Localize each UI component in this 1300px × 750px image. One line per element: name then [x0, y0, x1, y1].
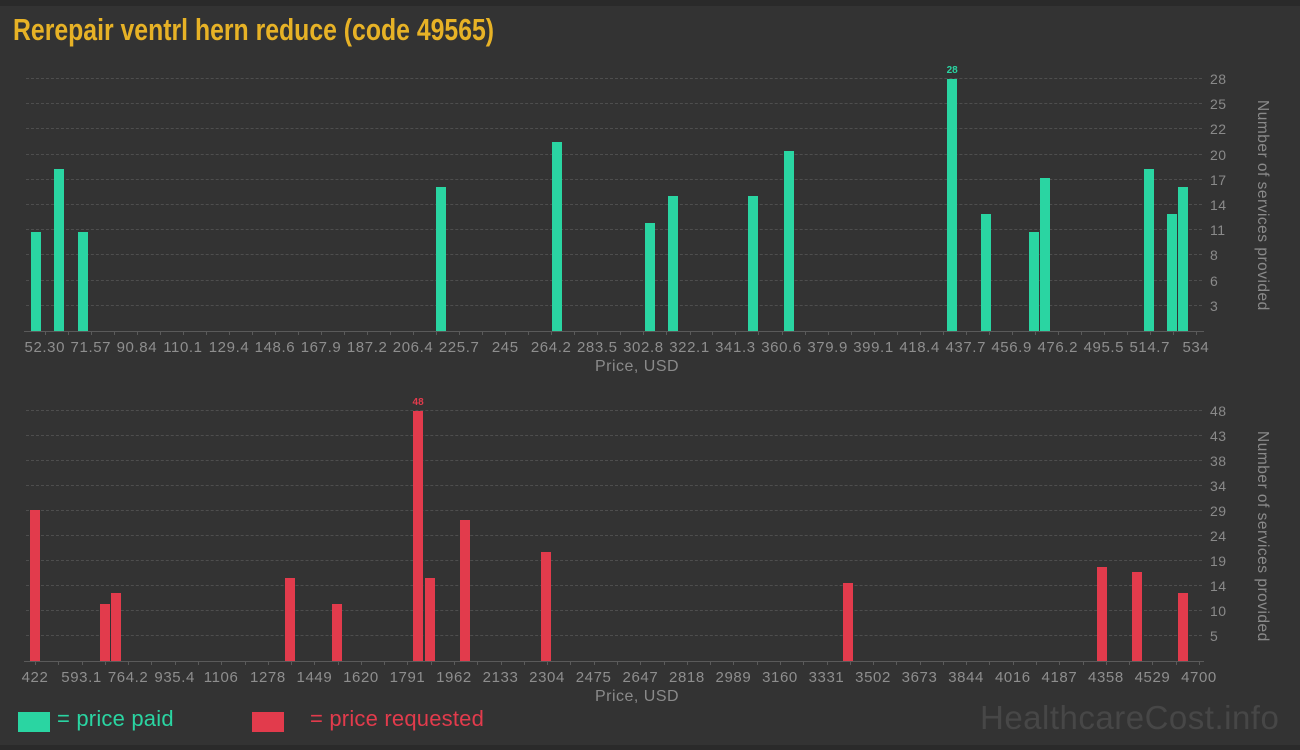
- legend-swatch-price-requested: [252, 712, 284, 732]
- legend-label-price-requested: = price requested: [310, 706, 485, 731]
- page-title: Rerepair ventrl hern reduce (code 49565): [13, 12, 495, 47]
- legend-label-price-paid: = price paid: [57, 706, 174, 731]
- chart-panel-background: [0, 6, 1300, 745]
- watermark: HealthcareCost.info: [980, 699, 1280, 736]
- legend-swatch-price-paid: [18, 712, 50, 732]
